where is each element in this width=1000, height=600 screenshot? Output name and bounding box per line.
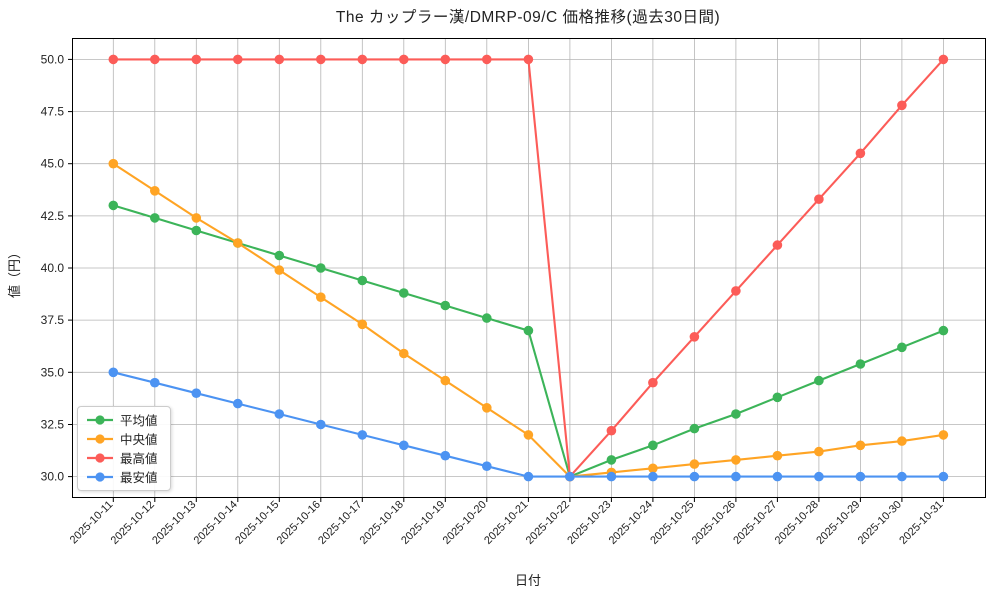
svg-text:2025-10-18: 2025-10-18 [358,499,406,547]
svg-text:The カップラー漢/DMRP-09/C 価格推移(過去: The カップラー漢/DMRP-09/C 価格推移(過去30日間) [336,8,720,26]
svg-text:2025-10-25: 2025-10-25 [648,499,696,547]
svg-text:40.0: 40.0 [41,261,65,275]
svg-text:2025-10-26: 2025-10-26 [690,499,738,547]
svg-text:2025-10-31: 2025-10-31 [897,499,945,547]
svg-text:2025-10-20: 2025-10-20 [441,499,489,547]
svg-text:日付: 日付 [515,573,541,588]
svg-text:2025-10-29: 2025-10-29 [814,499,862,547]
svg-text:2025-10-24: 2025-10-24 [607,499,655,547]
svg-text:2025-10-19: 2025-10-19 [399,499,447,547]
svg-text:2025-10-27: 2025-10-27 [731,499,779,547]
svg-text:50.0: 50.0 [41,52,65,66]
svg-text:2025-10-28: 2025-10-28 [773,499,821,547]
svg-text:2025-10-22: 2025-10-22 [524,499,572,547]
svg-text:2025-10-12: 2025-10-12 [109,499,157,547]
svg-text:2025-10-13: 2025-10-13 [150,499,198,547]
svg-text:2025-10-15: 2025-10-15 [233,499,281,547]
svg-text:47.5: 47.5 [41,105,65,119]
svg-text:2025-10-17: 2025-10-17 [316,499,364,547]
svg-text:35.0: 35.0 [41,365,65,379]
svg-text:2025-10-14: 2025-10-14 [192,499,240,547]
svg-text:2025-10-23: 2025-10-23 [565,499,613,547]
svg-text:37.5: 37.5 [41,313,65,327]
svg-text:値（円）: 値（円） [7,246,22,298]
svg-text:2025-10-21: 2025-10-21 [482,499,530,547]
svg-text:2025-10-30: 2025-10-30 [856,499,904,547]
svg-text:2025-10-16: 2025-10-16 [275,499,323,547]
svg-text:30.0: 30.0 [41,470,65,484]
svg-text:45.0: 45.0 [41,157,65,171]
svg-text:42.5: 42.5 [41,209,65,223]
svg-text:32.5: 32.5 [41,418,65,432]
